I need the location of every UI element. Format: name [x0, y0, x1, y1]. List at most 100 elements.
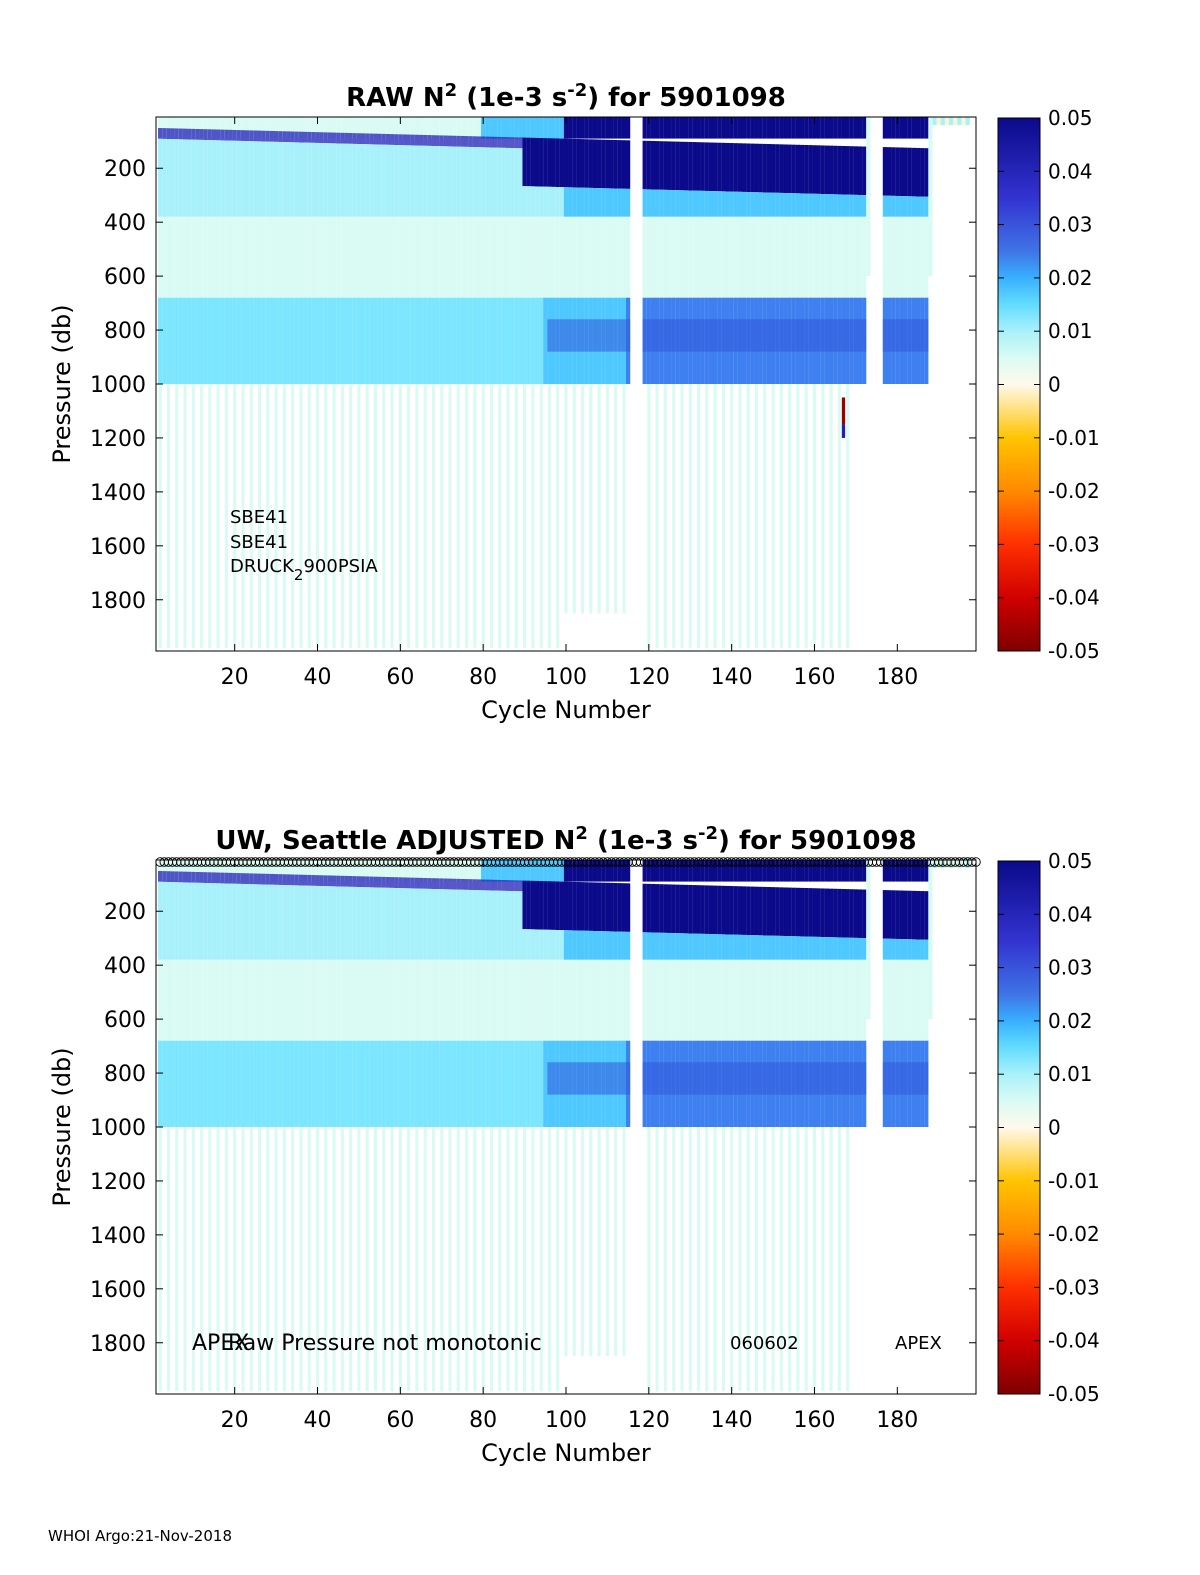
thermocline-band — [505, 880, 511, 891]
mid-band — [746, 959, 751, 1041]
thermocline-band — [779, 144, 784, 193]
thermocline-band — [182, 128, 188, 140]
surface-layer — [849, 860, 854, 882]
lower-band-core — [679, 1062, 685, 1095]
lower-band-core — [568, 1062, 573, 1095]
colorbar-tick-label: -0.03 — [1048, 1275, 1100, 1299]
deep-profile — [448, 1127, 452, 1392]
surface-layer — [456, 117, 461, 139]
lower-band-core — [741, 319, 747, 352]
mid-band — [298, 959, 304, 1041]
upper-band — [646, 189, 651, 217]
surface-layer — [750, 117, 755, 139]
surface-layer — [178, 117, 183, 139]
upper-band — [804, 936, 809, 960]
lower-band — [431, 1040, 436, 1127]
mid-band — [804, 959, 809, 1041]
mid-band — [849, 216, 854, 298]
thermocline-band — [688, 884, 693, 934]
lower-band-core — [588, 1062, 593, 1095]
thermocline-band — [534, 880, 540, 930]
thermocline-band — [497, 879, 502, 891]
lower-band — [423, 297, 428, 384]
surface-layer — [489, 860, 494, 882]
surface-layer — [563, 117, 569, 139]
lower-band-core — [721, 319, 726, 352]
mid-band — [211, 216, 217, 298]
mid-band — [530, 959, 535, 1041]
surface-layer — [290, 117, 295, 139]
mid-band — [302, 216, 308, 298]
upper-band — [273, 884, 279, 960]
surface-layer — [613, 860, 618, 882]
mid-band — [365, 216, 370, 298]
lower-band — [489, 297, 494, 384]
thermocline-band — [650, 883, 656, 933]
thermocline-band — [286, 874, 291, 886]
surface-layer — [327, 117, 333, 139]
upper-band — [452, 146, 457, 217]
lower-band — [369, 297, 374, 384]
mid-band — [762, 216, 767, 298]
mid-band — [899, 959, 904, 1041]
x-tick-label: 20 — [221, 1408, 249, 1433]
mid-band — [754, 216, 759, 298]
thermocline-band — [592, 882, 598, 931]
mid-band — [220, 959, 225, 1041]
surface-layer — [294, 117, 299, 139]
upper-band — [700, 190, 705, 217]
surface-layer — [216, 860, 221, 882]
deep-profile — [291, 1127, 295, 1392]
thermocline-band — [770, 887, 776, 936]
mid-band — [853, 216, 859, 298]
mid-band — [377, 959, 382, 1041]
upper-band — [443, 146, 449, 217]
deep-profile — [357, 384, 361, 649]
upper-band — [659, 189, 664, 217]
upper-band — [704, 190, 709, 217]
upper-band — [472, 890, 477, 960]
surface-layer — [286, 860, 291, 882]
mid-band — [812, 216, 817, 298]
deep-profile — [473, 1127, 477, 1392]
thermocline-band — [476, 879, 482, 891]
surface-layer — [799, 860, 805, 882]
deep-profile — [257, 384, 262, 649]
y-tick-label: 1600 — [90, 535, 146, 560]
thermocline-band — [655, 884, 660, 933]
thermocline-band — [700, 142, 705, 191]
lower-band-core — [559, 319, 564, 352]
deep-profile — [465, 384, 469, 649]
thermocline-band — [418, 134, 424, 146]
lower-band — [315, 1040, 320, 1127]
surface-layer — [617, 117, 622, 139]
thermocline-band — [236, 873, 241, 884]
surface-layer — [431, 117, 436, 139]
mid-band — [758, 959, 763, 1041]
thermocline-band — [410, 134, 415, 146]
lower-band-core — [692, 319, 697, 352]
deep-profile — [523, 1127, 527, 1392]
upper-band — [427, 888, 432, 960]
lower-band-core — [700, 319, 705, 352]
thermocline-band — [841, 888, 846, 938]
thermocline-band — [679, 884, 685, 934]
thermocline-band — [286, 131, 291, 143]
thermocline-band — [336, 132, 341, 144]
mid-band — [460, 216, 465, 298]
lower-band-core — [808, 1062, 813, 1095]
mid-band — [398, 959, 403, 1041]
surface-layer — [543, 860, 548, 882]
thermocline-band — [261, 130, 266, 142]
mid-band — [626, 216, 631, 298]
surface-layer — [733, 860, 738, 882]
thermocline-band — [456, 135, 461, 147]
surface-layer — [385, 860, 391, 882]
deep-profile — [257, 1127, 262, 1392]
surface-layer — [447, 117, 453, 139]
mid-band — [294, 959, 299, 1041]
surface-layer — [555, 117, 560, 139]
thermocline-band — [485, 136, 490, 148]
lower-band — [286, 1040, 291, 1127]
mid-band — [920, 959, 925, 1041]
